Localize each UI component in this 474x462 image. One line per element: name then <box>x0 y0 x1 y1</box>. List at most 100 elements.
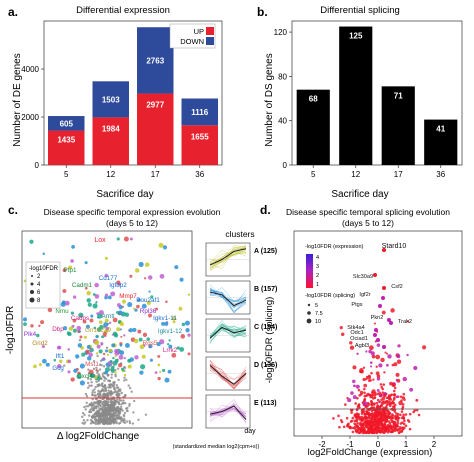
cluster-trace-1 <box>209 291 247 303</box>
point-red <box>388 422 392 425</box>
point-sig <box>23 322 27 326</box>
point-red <box>362 431 366 434</box>
gene-label-Trak2: Trak2 <box>398 319 412 325</box>
point-sig-d <box>362 366 366 369</box>
point-red <box>408 412 412 416</box>
point-sig <box>85 324 91 329</box>
point-sig-d <box>378 363 383 368</box>
point-red <box>389 425 392 428</box>
point-red <box>363 413 367 416</box>
point-red <box>404 413 408 416</box>
point-red <box>345 416 349 420</box>
point-sig-d <box>352 395 357 400</box>
point-sig <box>84 261 88 265</box>
point-red <box>393 403 397 407</box>
point-grey <box>100 407 103 411</box>
point-grey <box>111 392 114 395</box>
point-sig <box>98 349 103 354</box>
data-label-ds-5: 68 <box>309 95 318 104</box>
point-sig <box>128 328 133 333</box>
point-sig <box>83 335 87 339</box>
point-grey <box>106 393 110 397</box>
point-sig <box>180 334 186 339</box>
point-sig-d <box>392 398 396 401</box>
point-grey <box>122 413 126 417</box>
point-red <box>361 410 365 414</box>
point-sig <box>123 373 127 377</box>
point-grey <box>105 402 108 405</box>
point-sig-d <box>415 398 419 402</box>
gene-label-Pou2af1: Pou2af1 <box>136 297 160 304</box>
data-label-up-5: 1435 <box>57 136 75 145</box>
point-grey <box>82 419 86 422</box>
size-legend-d-label-1: 5 <box>315 303 318 309</box>
data-label-up-36: 1655 <box>191 132 209 141</box>
point-sig <box>159 339 165 345</box>
point-sig-d <box>368 349 372 354</box>
point-grey <box>95 420 99 423</box>
cluster-trace-2 <box>209 326 247 342</box>
point-red <box>349 420 353 423</box>
gene-label-Lox: Lox <box>94 237 106 244</box>
point-grey <box>106 419 109 422</box>
point-grey <box>107 391 111 394</box>
point-grey <box>119 405 123 409</box>
point-sig-d <box>384 351 387 354</box>
point-sig <box>124 343 130 348</box>
point-sig <box>76 325 82 331</box>
point-sig-d <box>422 345 427 350</box>
panel-d-legend: -log10FDR (expression) 4 3 2 1 -log10FDR… <box>305 244 364 325</box>
point-sig-d <box>396 359 402 364</box>
point-red <box>398 430 402 434</box>
point-sig <box>144 262 150 267</box>
point-red <box>412 410 415 414</box>
point-sig <box>114 358 119 363</box>
panel-a: a. Differential expression 0 2000 4000 1435… <box>8 5 223 200</box>
gene-label-Stk4a4: Stk4a4 <box>347 325 364 331</box>
point-grey <box>102 365 106 368</box>
point-sig <box>110 291 116 297</box>
gene-label-Gn16239: Gn16239 <box>85 327 111 334</box>
point-red <box>361 418 364 421</box>
point-grey <box>92 408 96 412</box>
point-red <box>356 396 359 400</box>
point-labeled-Slc30a9 <box>373 273 377 277</box>
point-red <box>362 422 366 426</box>
point-sig-d <box>352 365 357 370</box>
bar-ds-12 <box>339 26 373 165</box>
point-sig-d <box>381 310 386 315</box>
point-red <box>354 429 358 433</box>
gene-label-Odc1: Odc1 <box>350 330 363 336</box>
point-sig-d <box>392 393 397 397</box>
point-grey <box>93 413 97 416</box>
point-sig <box>85 349 90 354</box>
gene-label-Ptp1: Ptp1 <box>64 267 77 274</box>
point-red <box>357 431 361 435</box>
point-sig <box>106 353 110 356</box>
point-sig <box>147 313 152 318</box>
gene-label-Mmp7: Mmp7 <box>119 293 137 300</box>
point-red <box>395 424 398 427</box>
point-sig <box>187 293 191 296</box>
point-sig-d <box>363 383 368 388</box>
point-grey <box>114 368 117 372</box>
point-grey <box>107 383 111 386</box>
point-sig <box>133 307 136 310</box>
ytick-label-a-2: 4000 <box>21 65 39 74</box>
cluster-label-3: D (136) <box>254 362 277 369</box>
point-red <box>383 422 386 426</box>
point-grey <box>101 402 104 406</box>
gene-label-Ociad1: Ociad1 <box>350 336 368 342</box>
point-sig <box>62 326 68 331</box>
point-red <box>399 413 402 417</box>
point-grey <box>94 385 97 389</box>
point-sig <box>146 300 151 305</box>
point-sig <box>94 282 99 288</box>
point-red <box>370 371 373 375</box>
point-sig <box>92 293 96 296</box>
point-red <box>356 414 360 417</box>
size-legend-d-label-3: 10 <box>315 319 321 325</box>
point-sig <box>72 328 77 333</box>
point-grey <box>104 414 107 417</box>
